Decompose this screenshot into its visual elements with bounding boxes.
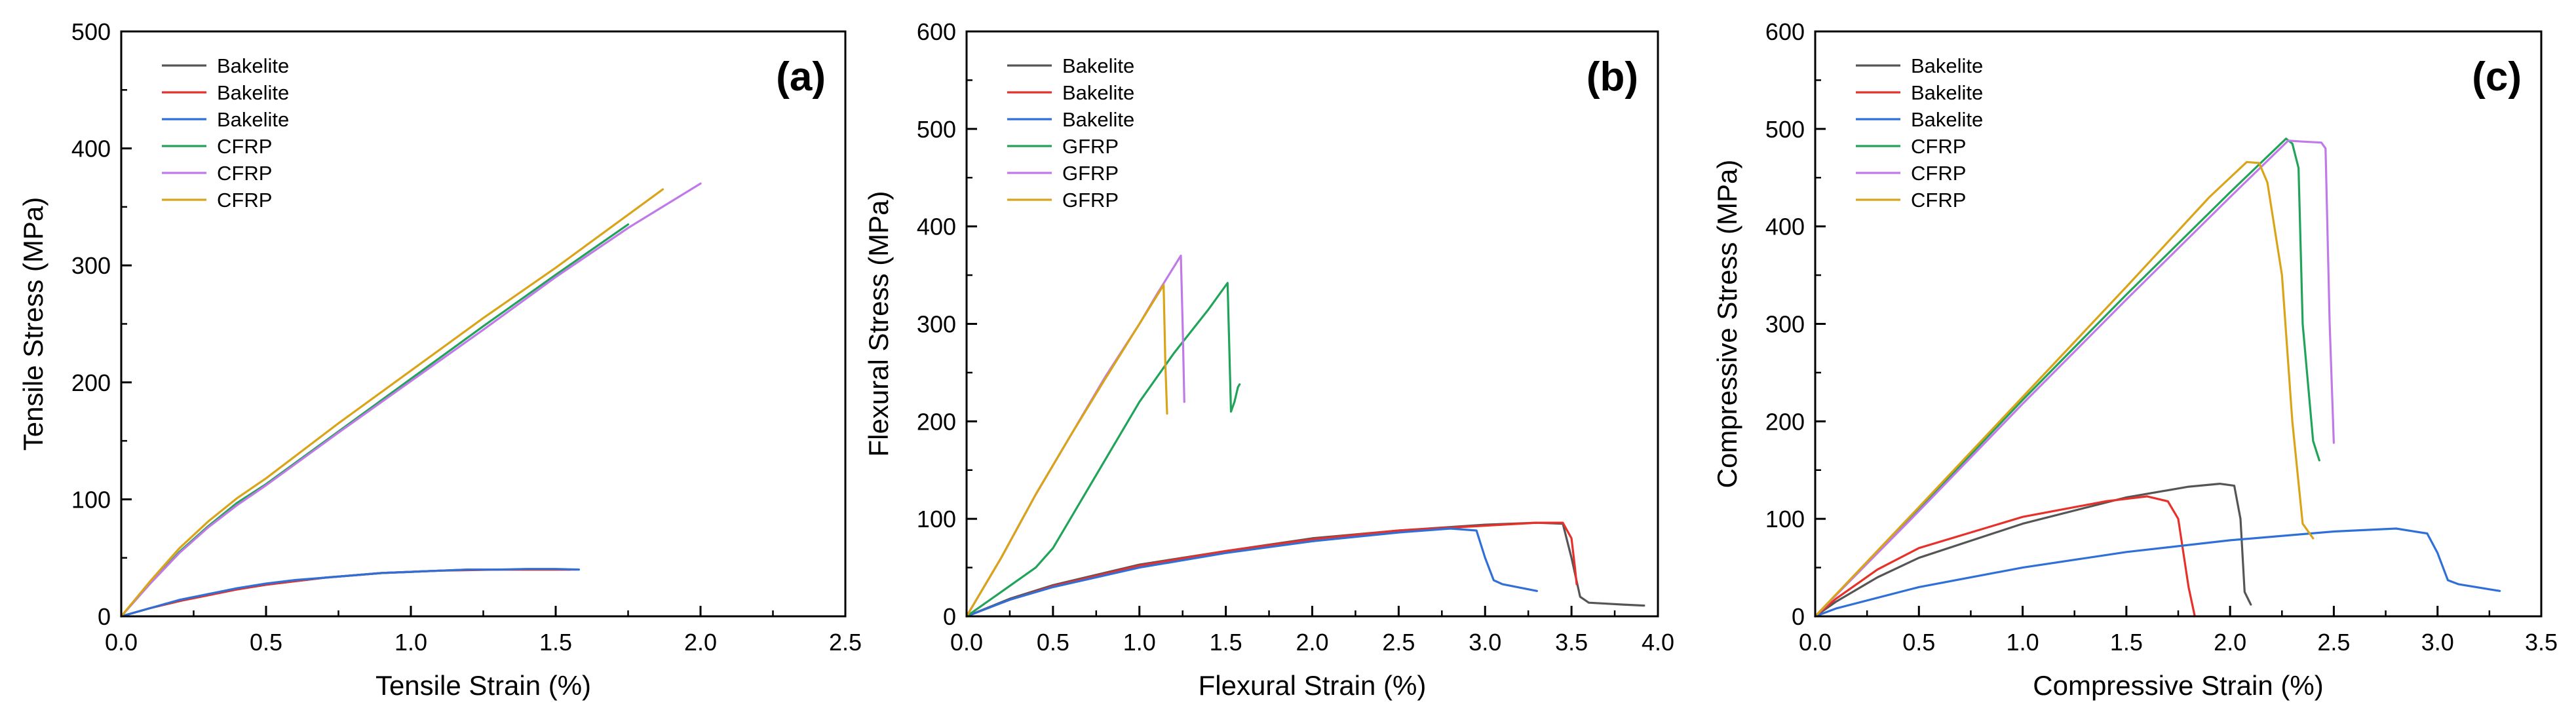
x-tick-label: 1.0 bbox=[1123, 629, 1156, 656]
legend: Bakelite Bakelite Bakelite CFRP CFRP CFRP bbox=[1856, 54, 1983, 212]
legend-label: CFRP bbox=[217, 135, 272, 158]
legend-label: Bakelite bbox=[217, 54, 289, 77]
x-tick-label: 2.0 bbox=[1296, 629, 1328, 656]
x-tick-label: 0.0 bbox=[950, 629, 983, 656]
y-tick-label: 500 bbox=[917, 116, 956, 143]
legend-label: GFRP bbox=[1062, 189, 1119, 212]
panel-label: (a) bbox=[776, 54, 826, 100]
x-tick-label: 0.0 bbox=[105, 629, 138, 656]
y-tick-label: 200 bbox=[917, 408, 956, 435]
x-tick-label: 2.0 bbox=[2214, 629, 2246, 656]
x-tick-label: 3.0 bbox=[2421, 629, 2454, 656]
series-line-1 bbox=[1814, 482, 2252, 618]
y-tick-label: 100 bbox=[917, 506, 956, 532]
series-line-6 bbox=[965, 284, 1168, 618]
series-line-5 bbox=[120, 182, 702, 618]
series-line-3 bbox=[965, 527, 1538, 618]
y-tick-label: 400 bbox=[1765, 214, 1805, 240]
legend-label: Bakelite bbox=[1911, 54, 1983, 77]
y-tick-label: 600 bbox=[917, 18, 956, 45]
legend-label: Bakelite bbox=[217, 81, 289, 104]
y-tick-label: 400 bbox=[71, 136, 111, 162]
series-line-3 bbox=[120, 568, 581, 618]
legend-label: Bakelite bbox=[1911, 81, 1983, 104]
series-line-3 bbox=[1814, 527, 2501, 618]
legend-label: CFRP bbox=[217, 162, 272, 185]
y-tick-label: 500 bbox=[1765, 116, 1805, 143]
legend-label: CFRP bbox=[1911, 189, 1966, 212]
y-axis-title: Compressive Stress (MPa) bbox=[1712, 160, 1742, 489]
y-tick-label: 200 bbox=[1765, 408, 1805, 435]
x-tick-label: 0.0 bbox=[1799, 629, 1832, 656]
panel-b-flexural-chart: 0.0 0.5 1.0 1.5 2.0 2.5 3.0 3.5 4.0 0 100 200 300 400… bbox=[863, 18, 1674, 701]
x-tick-label: 0.5 bbox=[1902, 629, 1935, 656]
x-tick-label: 3.5 bbox=[2525, 629, 2558, 656]
legend-label: Bakelite bbox=[1062, 54, 1134, 77]
x-axis-title: Tensile Strain (%) bbox=[375, 670, 591, 701]
legend: Bakelite Bakelite Bakelite CFRP CFRP CFRP bbox=[162, 54, 289, 212]
series-line-4 bbox=[965, 282, 1241, 618]
panel-label: (c) bbox=[2472, 54, 2522, 100]
legend-label: GFRP bbox=[1062, 135, 1119, 158]
panel-c-compressive-chart: 0.0 0.5 1.0 1.5 2.0 2.5 3.0 3.5 0 100 200 300 400 500… bbox=[1712, 18, 2558, 701]
x-tick-label: 1.0 bbox=[394, 629, 427, 656]
series-line-2 bbox=[1814, 495, 2196, 618]
panel-label: (b) bbox=[1586, 54, 1638, 100]
y-axis-title: Flexural Stress (MPa) bbox=[863, 191, 894, 457]
x-tick-label: 1.5 bbox=[2110, 629, 2143, 656]
x-tick-label: 2.5 bbox=[1382, 629, 1415, 656]
x-tick-label: 3.0 bbox=[1469, 629, 1501, 656]
legend-label: Bakelite bbox=[1911, 108, 1983, 131]
x-tick-label: 0.5 bbox=[1037, 629, 1069, 656]
series-line-6 bbox=[120, 188, 664, 618]
x-tick-label: 3.5 bbox=[1555, 629, 1588, 656]
x-tick-label: 2.5 bbox=[2317, 629, 2350, 656]
y-tick-label: 100 bbox=[71, 486, 111, 513]
x-axis-title: Compressive Strain (%) bbox=[2033, 670, 2323, 701]
legend-label: Bakelite bbox=[217, 108, 289, 131]
y-tick-label: 200 bbox=[71, 369, 111, 396]
panel-a-tensile-chart: 0.0 0.5 1.0 1.5 2.0 2.5 0 100 200 300 400 500 Tensi… bbox=[18, 18, 862, 701]
series-line-4 bbox=[1814, 138, 2320, 618]
y-tick-label: 100 bbox=[1765, 506, 1805, 532]
y-tick-label: 300 bbox=[917, 311, 956, 338]
legend-label: GFRP bbox=[1062, 162, 1119, 185]
y-tick-label: 500 bbox=[71, 18, 111, 45]
series-line-5 bbox=[1814, 140, 2335, 618]
legend-label: Bakelite bbox=[1062, 81, 1134, 104]
y-tick-label: 300 bbox=[1765, 311, 1805, 338]
x-axis-title: Flexural Strain (%) bbox=[1199, 670, 1427, 701]
y-tick-label: 400 bbox=[917, 214, 956, 240]
legend-label: CFRP bbox=[1911, 135, 1966, 158]
y-tick-label: 0 bbox=[1792, 603, 1805, 630]
legend: Bakelite Bakelite Bakelite GFRP GFRP GFRP bbox=[1007, 54, 1134, 212]
y-tick-label: 0 bbox=[943, 603, 956, 630]
legend-label: Bakelite bbox=[1062, 108, 1134, 131]
legend-label: CFRP bbox=[1911, 162, 1966, 185]
y-tick-label: 600 bbox=[1765, 18, 1805, 45]
x-tick-label: 1.0 bbox=[2007, 629, 2039, 656]
x-tick-label: 2.5 bbox=[829, 629, 862, 656]
x-tick-label: 4.0 bbox=[1642, 629, 1674, 656]
y-tick-label: 300 bbox=[71, 252, 111, 279]
series-line-6 bbox=[1814, 160, 2315, 618]
x-tick-label: 1.5 bbox=[1210, 629, 1242, 656]
x-tick-label: 0.5 bbox=[250, 629, 282, 656]
x-tick-label: 2.0 bbox=[684, 629, 717, 656]
y-tick-label: 0 bbox=[98, 603, 111, 630]
x-tick-label: 1.5 bbox=[539, 629, 572, 656]
legend-label: CFRP bbox=[217, 189, 272, 212]
y-axis-title: Tensile Stress (MPa) bbox=[18, 197, 48, 451]
